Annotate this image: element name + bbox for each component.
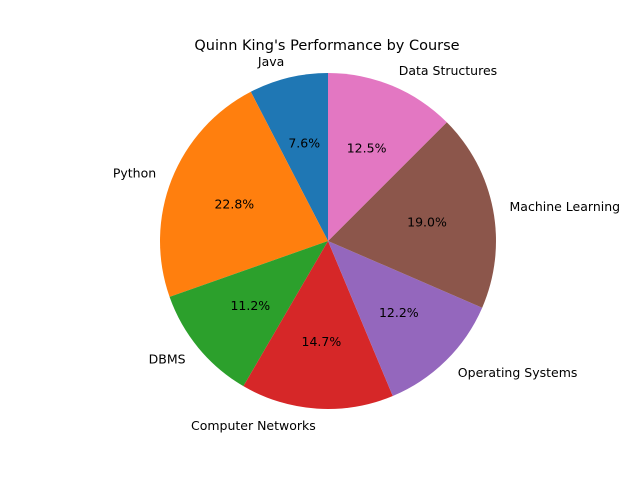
slice-percent-java: 7.6% <box>288 136 320 151</box>
chart-title: Quinn King's Performance by Course <box>194 38 459 54</box>
slice-percent-computer-networks: 14.7% <box>302 334 342 349</box>
slice-percent-machine-learning: 19.0% <box>407 215 447 230</box>
pie-labels: Java 7.6% Python 22.8% DBMS 11.2% Computer Net… <box>113 54 620 433</box>
slice-label-dbms: DBMS <box>149 351 186 366</box>
slice-percent-python: 22.8% <box>214 196 254 211</box>
pie-slice-python <box>160 91 328 297</box>
pie-slice-machine-learning <box>328 122 496 308</box>
slice-label-operating-systems: Operating Systems <box>458 365 578 380</box>
pie-slices <box>160 72 496 410</box>
pie-slice-computer-networks <box>243 241 393 410</box>
pie-slice-data-structures <box>328 73 447 241</box>
slice-label-python: Python <box>113 166 156 181</box>
slice-label-machine-learning: Machine Learning <box>510 199 621 214</box>
pie-slice-java <box>250 72 328 241</box>
slice-label-java: Java <box>257 54 284 69</box>
slice-percent-operating-systems: 12.2% <box>379 305 419 320</box>
slice-percent-dbms: 11.2% <box>230 298 270 313</box>
pie-slice-dbms <box>169 241 328 387</box>
pie-slice-operating-systems <box>328 241 483 397</box>
slice-percent-data-structures: 12.5% <box>347 140 387 155</box>
slice-label-data-structures: Data Structures <box>399 63 497 78</box>
slice-label-computer-networks: Computer Networks <box>191 418 316 433</box>
